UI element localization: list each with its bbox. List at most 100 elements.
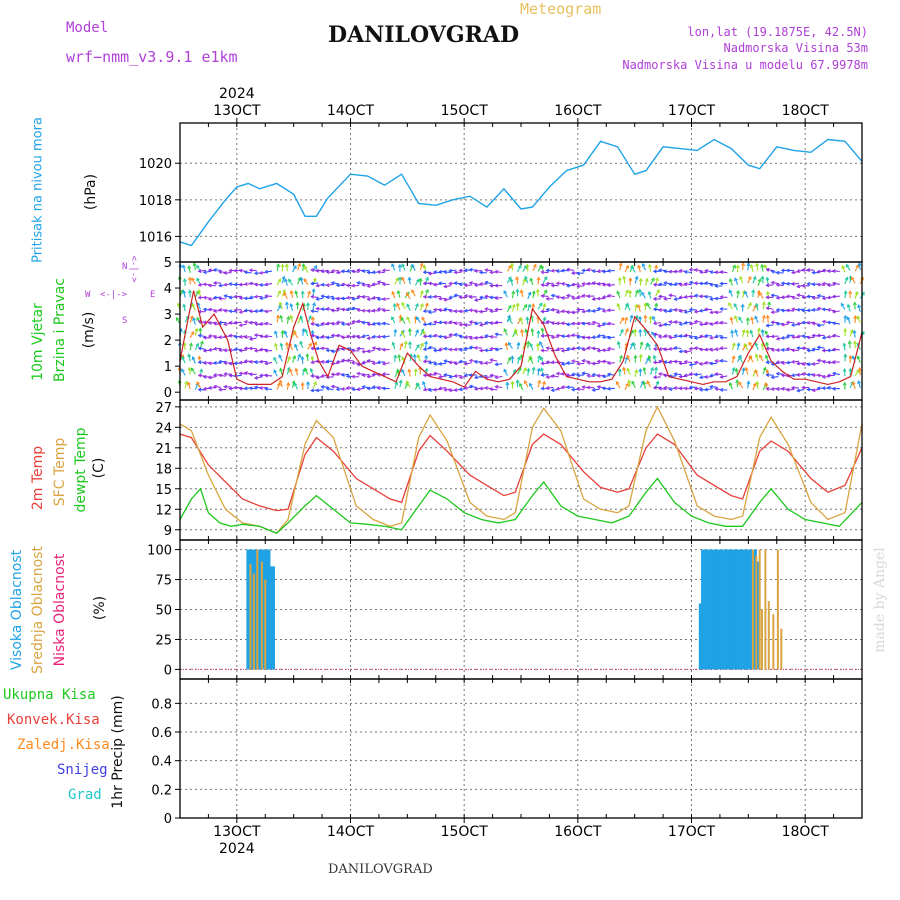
wind-arrow-head (651, 315, 656, 320)
wind-arrow-head (714, 320, 719, 325)
wind-arrow-head (396, 289, 401, 294)
wind-arrow-head (432, 270, 437, 275)
wind-arrow-head (494, 320, 499, 325)
wind-arrow-head (371, 385, 376, 390)
wind-arrow (744, 291, 749, 298)
wind-arrow (454, 374, 462, 377)
wind-arrow-head (714, 334, 719, 339)
wind-arrow-head (406, 316, 411, 321)
y-tick-label: 27 (155, 401, 172, 416)
wind-arrow (607, 362, 615, 364)
wind-arrow-head (468, 267, 473, 272)
wind-arrow-head (422, 322, 427, 327)
wind-arrow-head (714, 284, 719, 288)
wind-arrow-head (406, 303, 411, 308)
wind-arrow-head (625, 327, 629, 332)
wind-arrow-head (688, 280, 693, 285)
wind-arrow-head (525, 263, 530, 268)
wind-arrow (521, 329, 524, 337)
wind-arrow-head (663, 322, 668, 327)
wind-arrow-head (361, 320, 366, 325)
model-label: Model (66, 20, 109, 36)
wind-arrow-head (202, 307, 207, 312)
wind-arrow-head (478, 270, 483, 275)
wind-arrow (776, 373, 784, 375)
wind-arrow-head (473, 375, 478, 380)
wind-arrow-head (197, 269, 202, 273)
wind-arrow (684, 361, 692, 364)
wind-arrow-head (238, 360, 243, 365)
wind-arrow-head (313, 265, 318, 269)
wind-arrow (286, 264, 288, 272)
wind-arrow (859, 368, 861, 376)
wind-arrow (571, 283, 580, 286)
wind-arrow-head (381, 308, 386, 313)
wind-arrow-head (233, 347, 238, 352)
wind-arrow-head (673, 346, 678, 350)
wind-arrow (249, 269, 257, 272)
wind-arrow-head (668, 282, 673, 287)
wind-arrow (650, 278, 655, 285)
wind-arrow-head (652, 269, 657, 274)
wind-arrow-head (280, 329, 285, 334)
wind-arrow (742, 290, 745, 298)
cloud-high-bar (253, 549, 257, 670)
wind-arrow-head (415, 329, 419, 334)
panel-frame-pressure (179, 122, 863, 263)
wind-arrow (414, 279, 420, 286)
wind-arrow-head (545, 296, 550, 301)
wind-arrow-head (371, 321, 376, 326)
wind-arrow (517, 342, 520, 350)
wind-arrow-head (581, 321, 586, 326)
wind-arrow-head (576, 387, 581, 392)
wind-arrow-head (523, 341, 527, 346)
wind-arrow-head (693, 346, 698, 351)
wind-arrow-head (760, 275, 765, 280)
y-tick-label: 1020 (139, 157, 172, 172)
wind-arrow-head (187, 276, 192, 281)
wind-arrow-head (345, 295, 350, 300)
wind-arrow (433, 372, 441, 375)
wind-arrow-head (335, 270, 340, 275)
wind-arrow-head (581, 268, 586, 273)
wind-arrow-head (652, 385, 657, 390)
wind-arrow-head (366, 358, 371, 363)
wind-arrow-head (196, 316, 200, 321)
wind-arrow (735, 368, 739, 376)
wind-arrow-head (678, 308, 683, 313)
wind-arrow-head (366, 309, 371, 313)
wind-arrow-head (315, 388, 320, 393)
wind-arrow-head (443, 335, 448, 340)
wind-arrow (321, 361, 329, 364)
cloud-high-bar (746, 549, 751, 670)
wind-arrow-head (264, 373, 268, 378)
wind-arrow-head (741, 262, 746, 267)
wind-arrow (265, 322, 273, 326)
cloud-high-bar (269, 566, 273, 670)
wind-arrow-head (443, 346, 448, 351)
wind-arrow (577, 388, 585, 391)
wind-arrow-head (448, 388, 453, 393)
wind-arrow (652, 316, 657, 324)
wind-arrow-head (555, 333, 560, 338)
wind-arrow-head (361, 385, 366, 389)
wind-arrow-head (601, 269, 606, 274)
cloud-mid-bar (760, 609, 763, 670)
wind-arrow-head (673, 386, 678, 391)
wind-arrow-head (264, 309, 269, 314)
wind-arrow-head (754, 353, 759, 358)
wind-arrow (295, 368, 299, 376)
wind-arrow (307, 315, 312, 323)
wind-arrow-head (277, 278, 282, 283)
wind-arrow-head (560, 295, 565, 300)
date-tick-label-top: 17OCT (668, 103, 716, 119)
wind-arrow (602, 349, 610, 352)
wind-arrow (747, 302, 752, 310)
cloud-mid-bar (249, 563, 252, 670)
wind-arrow-head (648, 315, 653, 320)
wind-arrow-head (181, 368, 185, 373)
wind-arrow-head (735, 264, 740, 269)
wind-arrow-head (606, 346, 611, 351)
wind-arrow-head (714, 372, 719, 377)
wind-arrow-head (356, 387, 361, 392)
